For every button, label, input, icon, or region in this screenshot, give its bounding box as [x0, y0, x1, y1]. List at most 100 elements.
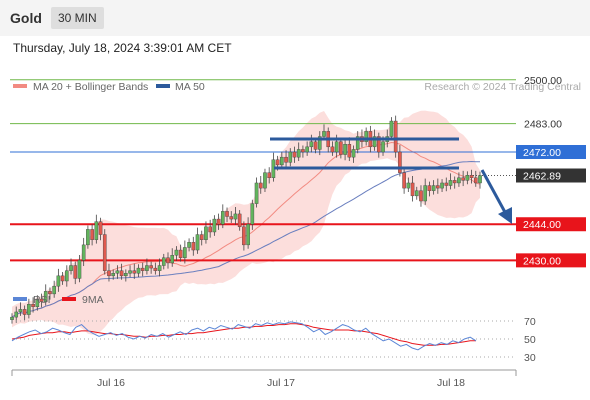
candle-body [431, 185, 436, 191]
candle-body [334, 141, 339, 153]
candle-body [339, 141, 343, 155]
candle [389, 117, 394, 141]
candle-body [153, 267, 158, 271]
candle-body [364, 131, 368, 142]
candle [166, 252, 170, 269]
candle-body [65, 270, 69, 282]
candle-body [427, 185, 432, 191]
candle-body [212, 218, 217, 233]
candle [111, 269, 115, 280]
candle [478, 171, 482, 189]
candle [339, 137, 343, 159]
candle-body [406, 182, 411, 189]
candle-body [457, 177, 461, 184]
candle-body [301, 149, 305, 153]
candle [216, 213, 221, 230]
candle-body [478, 175, 482, 184]
candle [448, 173, 453, 190]
timeframe-badge[interactable]: 30 MIN [51, 7, 104, 29]
candle [225, 207, 229, 223]
candle-body [317, 136, 322, 150]
ma50-line [11, 160, 481, 318]
rsi-plot: 70 50 30 [11, 316, 536, 364]
candle [267, 167, 271, 184]
candle-body [372, 136, 377, 148]
candle [461, 170, 465, 187]
candle [473, 170, 478, 187]
candle-body [250, 203, 255, 225]
candle-body [81, 244, 86, 261]
candle [65, 265, 69, 287]
candle [77, 254, 82, 283]
candle [27, 298, 31, 319]
candle [284, 150, 288, 168]
candle-body [204, 226, 208, 240]
candle-body [221, 211, 225, 225]
candle-body [296, 149, 301, 158]
candle-body [60, 275, 65, 282]
candle [195, 227, 200, 254]
candle [280, 151, 284, 169]
candle-body [419, 190, 423, 202]
candle-body [288, 151, 293, 163]
candle [22, 305, 27, 321]
candle-body [208, 226, 212, 233]
candle [153, 262, 158, 275]
candle [161, 253, 166, 270]
candle-body [440, 182, 444, 189]
candle-body [187, 242, 191, 248]
candle-body [258, 182, 263, 189]
candle [292, 146, 297, 163]
candle [170, 248, 175, 267]
candle-body [178, 249, 183, 258]
candle-body [199, 234, 204, 240]
candle [402, 168, 406, 194]
candle-body [389, 120, 394, 137]
candle-body [469, 175, 474, 179]
candle-body [263, 172, 267, 189]
candle [86, 225, 90, 249]
legend-9ma: 9MA [82, 294, 104, 306]
candle [35, 295, 40, 311]
candle [157, 258, 162, 277]
candle-body [119, 270, 124, 277]
candle-body [305, 146, 309, 153]
candle [406, 177, 411, 192]
candle-body [124, 273, 128, 277]
candle-body [48, 291, 52, 295]
candle [119, 263, 124, 280]
candle-body [111, 273, 115, 277]
candle [410, 175, 415, 202]
candle [178, 244, 183, 262]
candle [237, 210, 242, 231]
candle [414, 186, 419, 200]
candle-body [132, 270, 137, 274]
candle-body [313, 141, 318, 150]
candle [242, 221, 246, 251]
legend-swatch-ma50 [156, 84, 170, 88]
candle-body [410, 182, 415, 197]
legend-ma20: MA 20 + Bollinger Bands [33, 81, 148, 93]
candle [174, 246, 179, 261]
candle-body [267, 172, 271, 178]
candle [199, 230, 204, 246]
candle [52, 280, 56, 298]
chart-datetime: Thursday, July 18, 2024 3:39:01 AM CET [13, 41, 232, 55]
candle [18, 302, 23, 316]
candle-body [355, 136, 360, 150]
legend-swatch-9ma [62, 297, 76, 301]
candle [39, 293, 44, 308]
candle-body [398, 151, 402, 173]
level-badge-2430.00 [516, 253, 586, 268]
candle [128, 265, 132, 278]
candle-body [18, 309, 23, 313]
candle [212, 215, 217, 236]
candle-body [94, 221, 99, 240]
candle-body [225, 211, 229, 217]
candle [465, 171, 470, 185]
candle-body [461, 177, 465, 181]
candle-body [52, 285, 56, 295]
rsi-tick-30: 30 [524, 352, 536, 364]
candle [347, 137, 352, 162]
